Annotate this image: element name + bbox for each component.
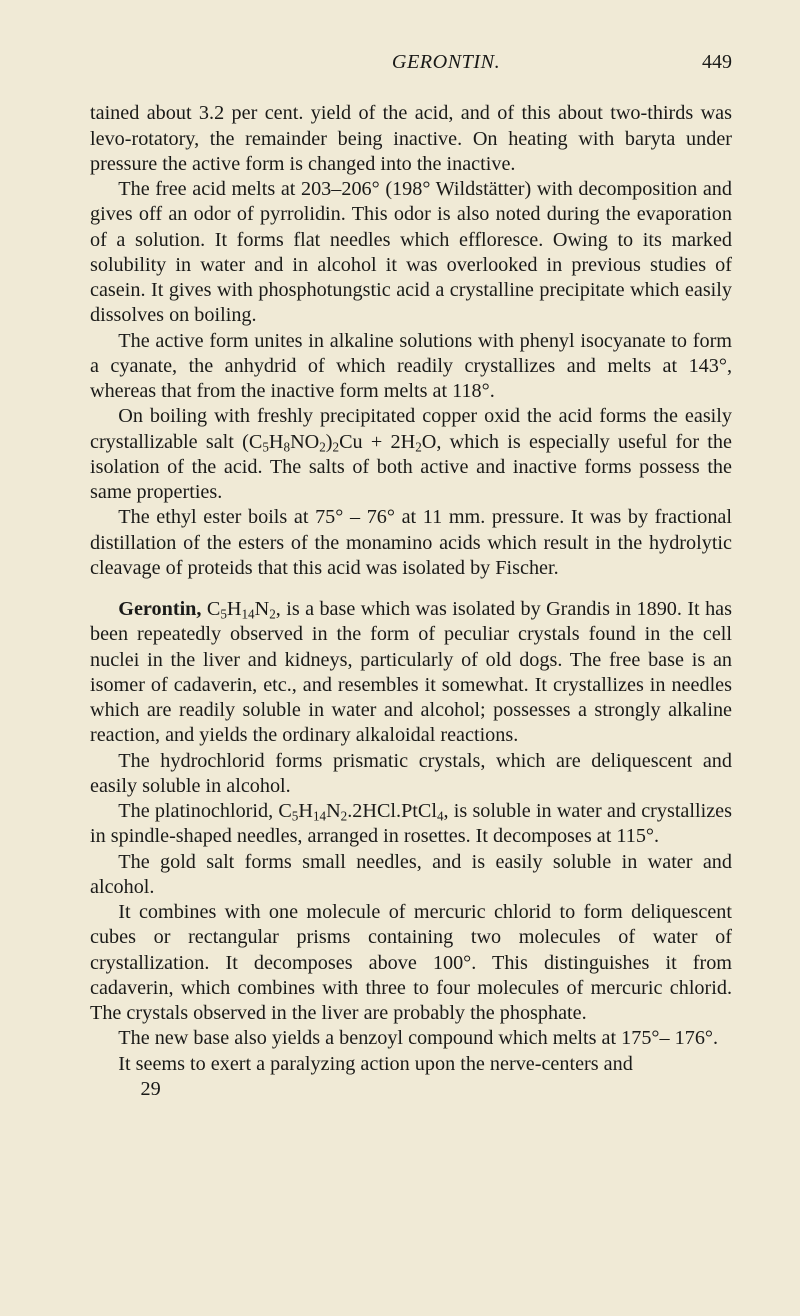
text-run: H <box>298 800 313 822</box>
text-run: C <box>201 598 220 620</box>
paragraph-3: The active form unites in alkaline solut… <box>90 329 732 405</box>
paragraph-4: On boiling with freshly precipitated cop… <box>90 404 732 505</box>
paragraph-9: The gold salt forms small needles, and i… <box>90 850 732 901</box>
text-run: .2HCl.PtCl <box>347 800 437 822</box>
subscript: 14 <box>241 606 254 621</box>
paragraph-2: The free acid melts at 203–206° (198° Wi… <box>90 177 732 329</box>
text-run: NO <box>290 431 319 453</box>
paragraph-11: The new base also yields a benzoyl compo… <box>90 1026 732 1051</box>
paragraph-7: The hydrochlorid forms prismatic crystal… <box>90 749 732 800</box>
paragraph-8: The platinochlorid, C5H14N2.2HCl.PtCl4, … <box>90 799 732 850</box>
running-title: GERONTIN. <box>190 50 702 75</box>
text-run: H <box>227 598 242 620</box>
page-header: GERONTIN. 449 <box>90 50 732 75</box>
text-run: The platinochlorid, C <box>118 800 292 822</box>
text-run: , is a base which was isolated by Grandi… <box>90 598 732 746</box>
paragraph-6: Gerontin, C5H14N2, is a base which was i… <box>90 597 732 749</box>
text-run: N <box>255 598 270 620</box>
text-run: Cu + 2H <box>339 431 415 453</box>
text-run: H <box>269 431 284 453</box>
text-run: ) <box>326 431 333 453</box>
entry-term: Gerontin, <box>118 598 201 620</box>
page-number: 449 <box>702 50 732 75</box>
signature-number: 29 <box>90 1077 732 1102</box>
text-run: N <box>326 800 341 822</box>
paragraph-1: tained about 3.2 per cent. yield of the … <box>90 101 732 177</box>
paragraph-10: It combines with one molecule of mercuri… <box>90 900 732 1026</box>
paragraph-12: It seems to exert a paralyzing action up… <box>90 1052 732 1077</box>
paragraph-5: The ethyl ester boils at 75° – 76° at 11… <box>90 505 732 581</box>
subscript: 14 <box>313 808 326 823</box>
